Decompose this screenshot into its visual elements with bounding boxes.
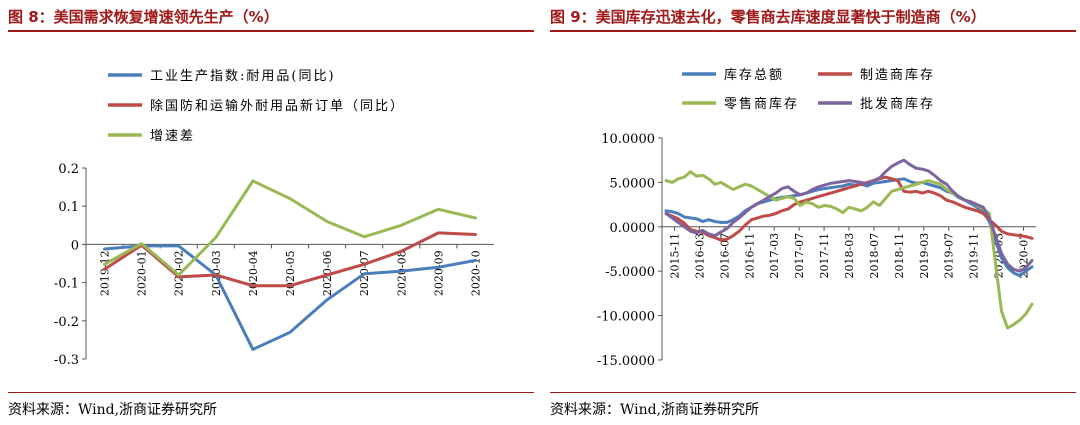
y-tick-label: 5.0000 [610,176,656,191]
x-tick-label: 2020-06 [321,250,334,296]
source-rule [8,392,534,393]
x-tick-label: 2016-03 [693,233,706,279]
series-line [664,158,1034,273]
chart-panel-right: 图 9：美国库存迅速去化，零售商去库速度显著快于制造商（%） -15.0000-… [550,0,1076,425]
x-tick-label: 2020-04 [247,250,260,296]
chart-title: 图 8：美国需求恢复增速领先生产（%） [8,8,279,26]
x-tick-label: 2017-11 [818,233,831,279]
title-rule [8,30,534,32]
y-tick-label: -10.0000 [597,310,655,325]
x-tick-label: 2019-12 [99,250,112,296]
x-tick-label: 2019-03 [918,233,931,279]
x-tick-label: 2017-03 [768,233,781,279]
legend-label: 制造商库存 [860,67,935,83]
x-tick-label: 2020-05 [284,250,297,296]
chart-title: 图 9：美国库存迅速去化，零售商去库速度显著快于制造商（%） [550,8,986,26]
legend-label: 增速差 [150,129,195,144]
series-line [103,179,477,277]
x-tick-label: 2016-11 [743,233,756,279]
y-tick-label: 0.0000 [610,221,656,236]
x-tick-label: 2020-09 [432,250,445,296]
line-chart-plot: -15.0000 -10.0000 -5.0000 0.0000 5.0000 10.00… [597,67,1036,369]
legend-label: 除国防和运输外耐用品新订单（同比） [150,98,405,114]
x-tick-label: 2020-01 [136,250,149,296]
y-tick-label: -0.2 [54,315,79,330]
title-rule [550,30,1076,32]
x-tick-label: 2018-11 [893,233,906,279]
source-note: 资料来源：Wind,浙商证券研究所 [550,402,760,418]
x-tick-label: 2018-03 [843,233,856,279]
legend-label: 批发商库存 [860,96,935,112]
x-tick-label: 2017-07 [793,233,806,279]
y-tick-label: -0.1 [54,277,79,292]
y-tick-label: 0.2 [58,162,79,177]
x-tick-label: 2015-11 [668,233,681,279]
y-tick-label: -0.3 [54,353,79,368]
chart-panel-left: 图 8：美国需求恢复增速领先生产（%） -0.3 -0.2 -0.1 0 0.1 0.2 2… [8,0,534,425]
x-tick-label: 2016-07 [718,233,731,279]
series-line [664,175,1034,242]
series-line [664,177,1034,278]
x-tick-label: 2019-11 [968,233,981,279]
y-tick-label: 0 [71,238,79,253]
legend-label: 工业生产指数:耐用品(同比) [150,69,336,84]
legend-label: 库存总额 [724,67,784,83]
x-tick-label: 2019-07 [943,233,956,279]
x-tick-label: 2020-08 [395,250,408,296]
source-rule [550,392,1076,393]
x-tick-label: 2018-07 [868,233,881,279]
legend-label: 零售商库存 [724,96,799,112]
y-tick-label: -15.0000 [597,354,655,369]
x-tick-label: 2020-10 [469,250,482,296]
y-tick-label: 0.1 [58,200,79,215]
source-note: 资料来源：Wind,浙商证券研究所 [8,402,218,418]
y-tick-label: 10.0000 [601,132,655,147]
y-tick-label: -5.0000 [605,265,655,280]
series-line [103,244,477,351]
